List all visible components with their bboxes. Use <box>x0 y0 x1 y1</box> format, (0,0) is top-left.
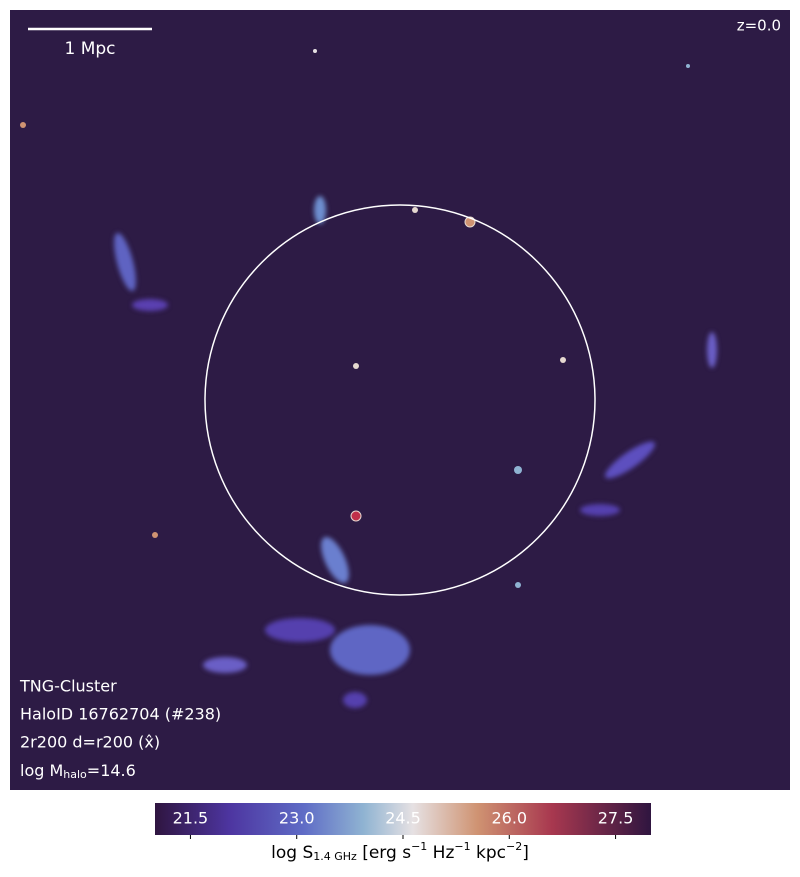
superscript: −1 <box>454 840 470 853</box>
colorbar-label: log S1.4 GHz [erg s−1 Hz−1 kpc−2] <box>271 840 529 863</box>
source <box>20 122 26 128</box>
text-part: Hz <box>427 843 454 863</box>
superscript: −2 <box>506 840 522 853</box>
text-part: log S <box>271 843 313 863</box>
source <box>560 357 566 363</box>
map-background <box>10 10 790 790</box>
blob <box>343 692 367 708</box>
blob <box>132 299 168 311</box>
info-line: 2r200 d=r200 (x̂) <box>20 733 160 752</box>
redshift: z=0.0 <box>737 17 781 35</box>
text-part: ] <box>522 843 529 863</box>
text-part: [erg s <box>357 843 411 863</box>
blob <box>114 232 136 292</box>
source <box>686 64 690 68</box>
blob <box>330 625 410 675</box>
blob <box>605 441 655 479</box>
blob <box>321 536 349 584</box>
source <box>515 582 521 588</box>
colorbar-tick-label: 27.5 <box>598 809 634 828</box>
blob <box>265 618 335 642</box>
blob <box>580 504 620 516</box>
blob <box>707 332 717 368</box>
text-part: kpc <box>471 843 506 863</box>
text-part: log M <box>20 761 63 780</box>
source <box>514 466 522 474</box>
text-part: =14.6 <box>87 761 136 780</box>
info-line: HaloID 16762704 (#238) <box>20 705 221 724</box>
info-line: TNG-Cluster <box>19 677 117 696</box>
colorbar <box>155 803 651 835</box>
subscript: 1.4 GHz <box>313 850 357 863</box>
superscript: −1 <box>411 840 427 853</box>
colorbar-tick-label: 24.5 <box>385 809 421 828</box>
colorbar-tick-label: 21.5 <box>173 809 209 828</box>
info-line: log Mhalo=14.6 <box>20 761 136 782</box>
blob <box>314 196 326 224</box>
colorbar-tick-label: 23.0 <box>279 809 315 828</box>
source <box>152 532 158 538</box>
colorbar-tick-label: 26.0 <box>491 809 527 828</box>
source <box>313 49 317 53</box>
r200-circle <box>204 204 596 596</box>
scale-label: 1 Mpc <box>64 39 115 59</box>
source <box>412 207 418 213</box>
blob <box>203 657 247 673</box>
source <box>350 510 362 522</box>
source <box>353 363 359 369</box>
subscript: halo <box>63 768 87 781</box>
map: 1 Mpc z=0.0 TNG-Cluster HaloID 16762704 … <box>10 10 790 790</box>
emission <box>114 196 717 708</box>
